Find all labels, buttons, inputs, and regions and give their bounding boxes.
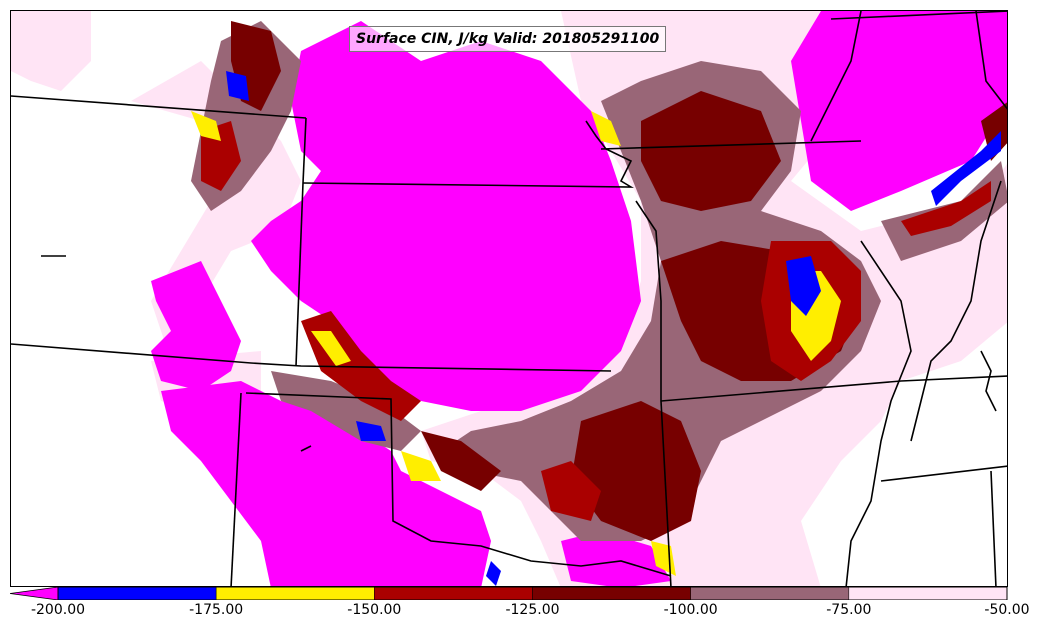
colorbar bbox=[10, 587, 1008, 600]
state-borders bbox=[11, 11, 1007, 586]
colorbar-tick-label: -200.00 bbox=[30, 602, 86, 618]
map-panel: Surface CIN, J/kg Valid: 201805291100 bbox=[10, 10, 1008, 587]
colorbar-under-triangle bbox=[10, 587, 59, 600]
map-title: Surface CIN, J/kg Valid: 201805291100 bbox=[349, 26, 667, 52]
cin-map bbox=[11, 11, 1007, 586]
colorbar-band-1 bbox=[215, 587, 375, 600]
colorbar-tick-label: -100.00 bbox=[663, 602, 718, 618]
colorbar-tick-label: -50.00 bbox=[984, 602, 1030, 618]
cin-field-magenta bbox=[151, 11, 1007, 586]
colorbar-band-4 bbox=[690, 587, 850, 600]
colorbar-band-5 bbox=[848, 587, 1008, 600]
colorbar-tick-label: -75.00 bbox=[826, 602, 872, 618]
colorbar-band-2 bbox=[374, 587, 533, 600]
colorbar-band-3 bbox=[532, 587, 691, 600]
colorbar-tick-label: -125.00 bbox=[505, 602, 560, 618]
colorbar-tick-label: -150.00 bbox=[347, 602, 402, 618]
colorbar-band-0 bbox=[57, 587, 217, 600]
colorbar-tick-label: -175.00 bbox=[189, 602, 244, 618]
cin-field-blue bbox=[226, 71, 1001, 586]
